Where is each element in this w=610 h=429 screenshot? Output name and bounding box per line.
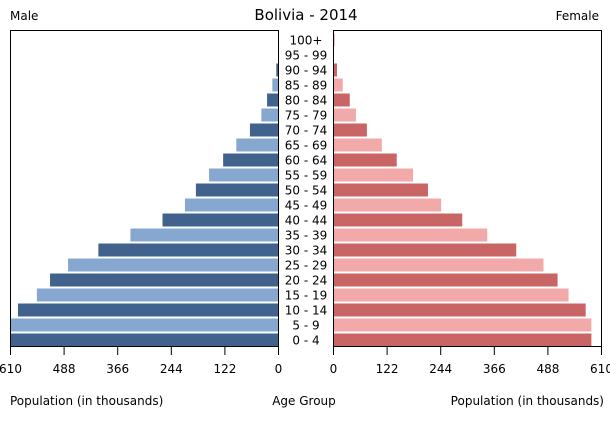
male-x-axis-label: Population (in thousands): [10, 394, 163, 408]
age-group-label: 95 - 99: [285, 49, 328, 63]
age-group-label: 25 - 29: [285, 259, 328, 273]
age-group-label: 10 - 14: [285, 304, 328, 318]
age-group-label: 90 - 94: [285, 64, 328, 78]
male-x-tick-label: 122: [213, 362, 236, 376]
male-x-tick-label: 366: [106, 362, 129, 376]
male-bar-15-19: [37, 289, 279, 302]
female-bar-40-44: [334, 214, 463, 227]
female-bar-15-19: [334, 289, 569, 302]
male-bar-5-9: [11, 319, 279, 332]
age-group-label: 20 - 24: [285, 274, 328, 288]
male-bar-0-4: [11, 334, 279, 347]
age-group-label: 15 - 19: [285, 289, 328, 303]
age-group-axis-label: Age Group: [272, 394, 336, 408]
male-bar-35-39: [130, 229, 278, 242]
female-bar-50-54: [334, 184, 428, 197]
male-bar-65-69: [236, 139, 278, 152]
female-x-tick-label: 366: [483, 362, 506, 376]
female-bar-55-59: [334, 169, 414, 182]
age-group-label: 35 - 39: [285, 229, 328, 243]
age-group-label: 0 - 4: [292, 334, 319, 348]
female-bar-75-79: [334, 109, 356, 122]
female-bar-70-74: [334, 124, 367, 137]
age-group-label: 55 - 59: [285, 169, 328, 183]
age-group-label: 50 - 54: [285, 184, 328, 198]
female-bar-85-89: [334, 79, 343, 92]
male-bar-10-14: [18, 304, 279, 317]
male-bar-60-64: [223, 154, 278, 167]
male-bar-45-49: [185, 199, 279, 212]
female-x-tick-label: 244: [429, 362, 452, 376]
male-bar-50-54: [196, 184, 279, 197]
male-x-tick-label: 0: [275, 362, 283, 376]
male-bar-85-89: [272, 79, 278, 92]
female-x-tick-label: 610: [590, 362, 610, 376]
age-group-label: 45 - 49: [285, 199, 328, 213]
female-bar-0-4: [334, 334, 592, 347]
male-x-tick-label: 610: [0, 362, 22, 376]
male-bar-25-29: [68, 259, 278, 272]
female-bar-20-24: [334, 274, 558, 287]
age-group-label: 70 - 74: [285, 124, 328, 138]
female-label: Female: [556, 9, 599, 23]
female-x-tick-label: 488: [536, 362, 559, 376]
female-bar-5-9: [334, 319, 592, 332]
age-group-label: 60 - 64: [285, 154, 328, 168]
male-bar-40-44: [163, 214, 279, 227]
male-label: Male: [10, 9, 38, 23]
female-bar-10-14: [334, 304, 586, 317]
age-group-label: 30 - 34: [285, 244, 328, 258]
chart-title: Bolivia - 2014: [254, 6, 357, 24]
female-x-tick-label: 0: [330, 362, 338, 376]
female-bar-65-69: [334, 139, 382, 152]
female-x-tick-label: 122: [376, 362, 399, 376]
male-bar-20-24: [50, 274, 278, 287]
age-group-label: 85 - 89: [285, 79, 328, 93]
age-group-label: 75 - 79: [285, 109, 328, 123]
female-bar-90-94: [334, 64, 338, 77]
age-group-label: 100+: [290, 34, 323, 48]
female-x-axis-label: Population (in thousands): [451, 394, 604, 408]
age-group-label: 5 - 9: [292, 319, 319, 333]
female-bar-25-29: [334, 259, 544, 272]
female-bar-80-84: [334, 94, 350, 107]
female-bar-30-34: [334, 244, 517, 257]
female-bar-60-64: [334, 154, 397, 167]
male-x-tick-label: 244: [160, 362, 183, 376]
female-bar-35-39: [334, 229, 488, 242]
age-group-label: 65 - 69: [285, 139, 328, 153]
age-group-label: 80 - 84: [285, 94, 328, 108]
male-bar-70-74: [250, 124, 279, 137]
age-group-label: 40 - 44: [285, 214, 328, 228]
male-bar-80-84: [267, 94, 278, 107]
male-bar-75-79: [261, 109, 278, 122]
male-bar-30-34: [98, 244, 278, 257]
male-x-tick-label: 488: [53, 362, 76, 376]
female-bar-45-49: [334, 199, 442, 212]
male-bar-55-59: [209, 169, 278, 182]
